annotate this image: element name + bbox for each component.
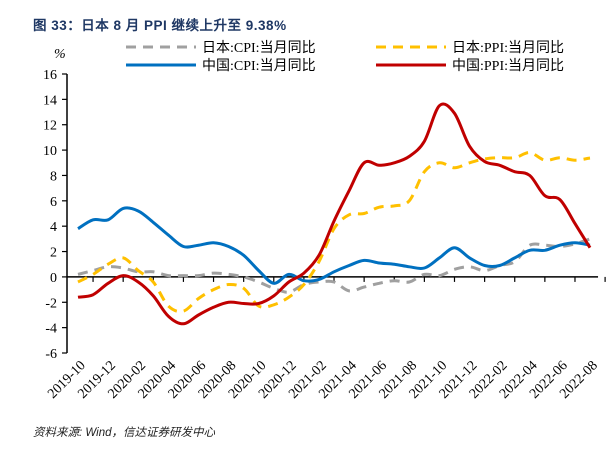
y-tick-label: 14	[43, 93, 57, 108]
y-tick-label: 0	[50, 271, 57, 286]
series-line-japan-ppi	[77, 151, 591, 314]
series-line-china-ppi	[77, 102, 592, 326]
legend-label: 中国:PPI:当月同比	[452, 58, 564, 74]
y-tick-label: 10	[43, 144, 57, 159]
y-tick-label: 6	[50, 195, 57, 210]
y-tick-label: 4	[50, 220, 57, 235]
legend-item-china-cpi: 中国:CPI:当月同比	[126, 58, 316, 74]
series-line-china-cpi	[77, 206, 591, 285]
y-axis-unit-label: %	[54, 47, 66, 62]
y-tick-label: -2	[45, 296, 57, 311]
y-tick-label: 8	[50, 169, 57, 184]
y-tick-label: -4	[45, 322, 57, 337]
series-group	[77, 102, 592, 326]
y-axis: 16 14 12 10 8 6 4 2 0 -2 -4 -6	[43, 68, 68, 362]
legend-item-japan-cpi: 日本:CPI:当月同比	[126, 40, 316, 56]
chart-title: 图 33：日本 8 月 PPI 继续上升至 9.38%	[33, 18, 287, 33]
y-tick-label: -6	[45, 347, 57, 362]
x-axis: 2019-102019-122020-022020-042020-062020-…	[45, 276, 606, 402]
legend-label: 中国:CPI:当月同比	[202, 58, 316, 74]
legend-label: 日本:PPI:当月同比	[452, 40, 564, 56]
y-tick-label: 12	[43, 119, 57, 134]
legend-item-japan-ppi: 日本:PPI:当月同比	[376, 40, 564, 56]
y-tick-label: 16	[43, 68, 57, 83]
source-note: 资料来源: Wind，信达证券研发中心	[33, 427, 215, 439]
y-tick-label: 2	[50, 246, 57, 261]
legend-label: 日本:CPI:当月同比	[202, 40, 316, 56]
legend-item-china-ppi: 中国:PPI:当月同比	[376, 58, 564, 74]
